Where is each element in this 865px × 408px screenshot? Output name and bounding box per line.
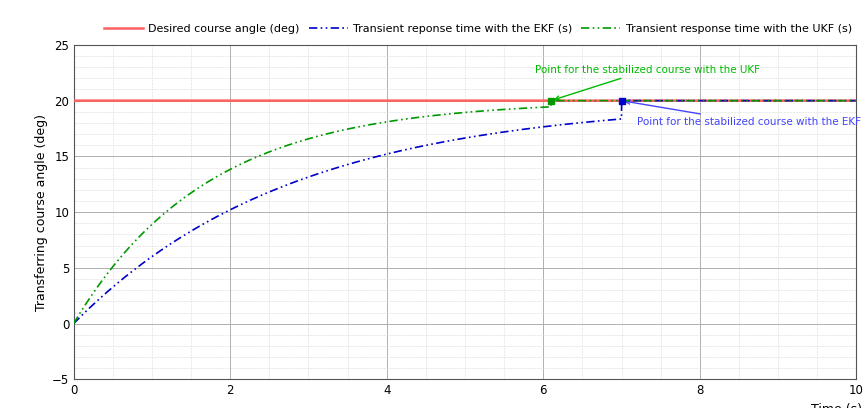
X-axis label: Time (s): Time (s) — [811, 403, 862, 408]
Text: Point for the stabilized course with the EKF: Point for the stabilized course with the… — [625, 100, 862, 127]
Text: Point for the stabilized course with the UKF: Point for the stabilized course with the… — [535, 65, 760, 100]
Y-axis label: Transferring course angle (deg): Transferring course angle (deg) — [35, 114, 48, 310]
Legend: Desired course angle (deg), Transient reponse time with the EKF (s), Transient r: Desired course angle (deg), Transient re… — [99, 19, 856, 38]
